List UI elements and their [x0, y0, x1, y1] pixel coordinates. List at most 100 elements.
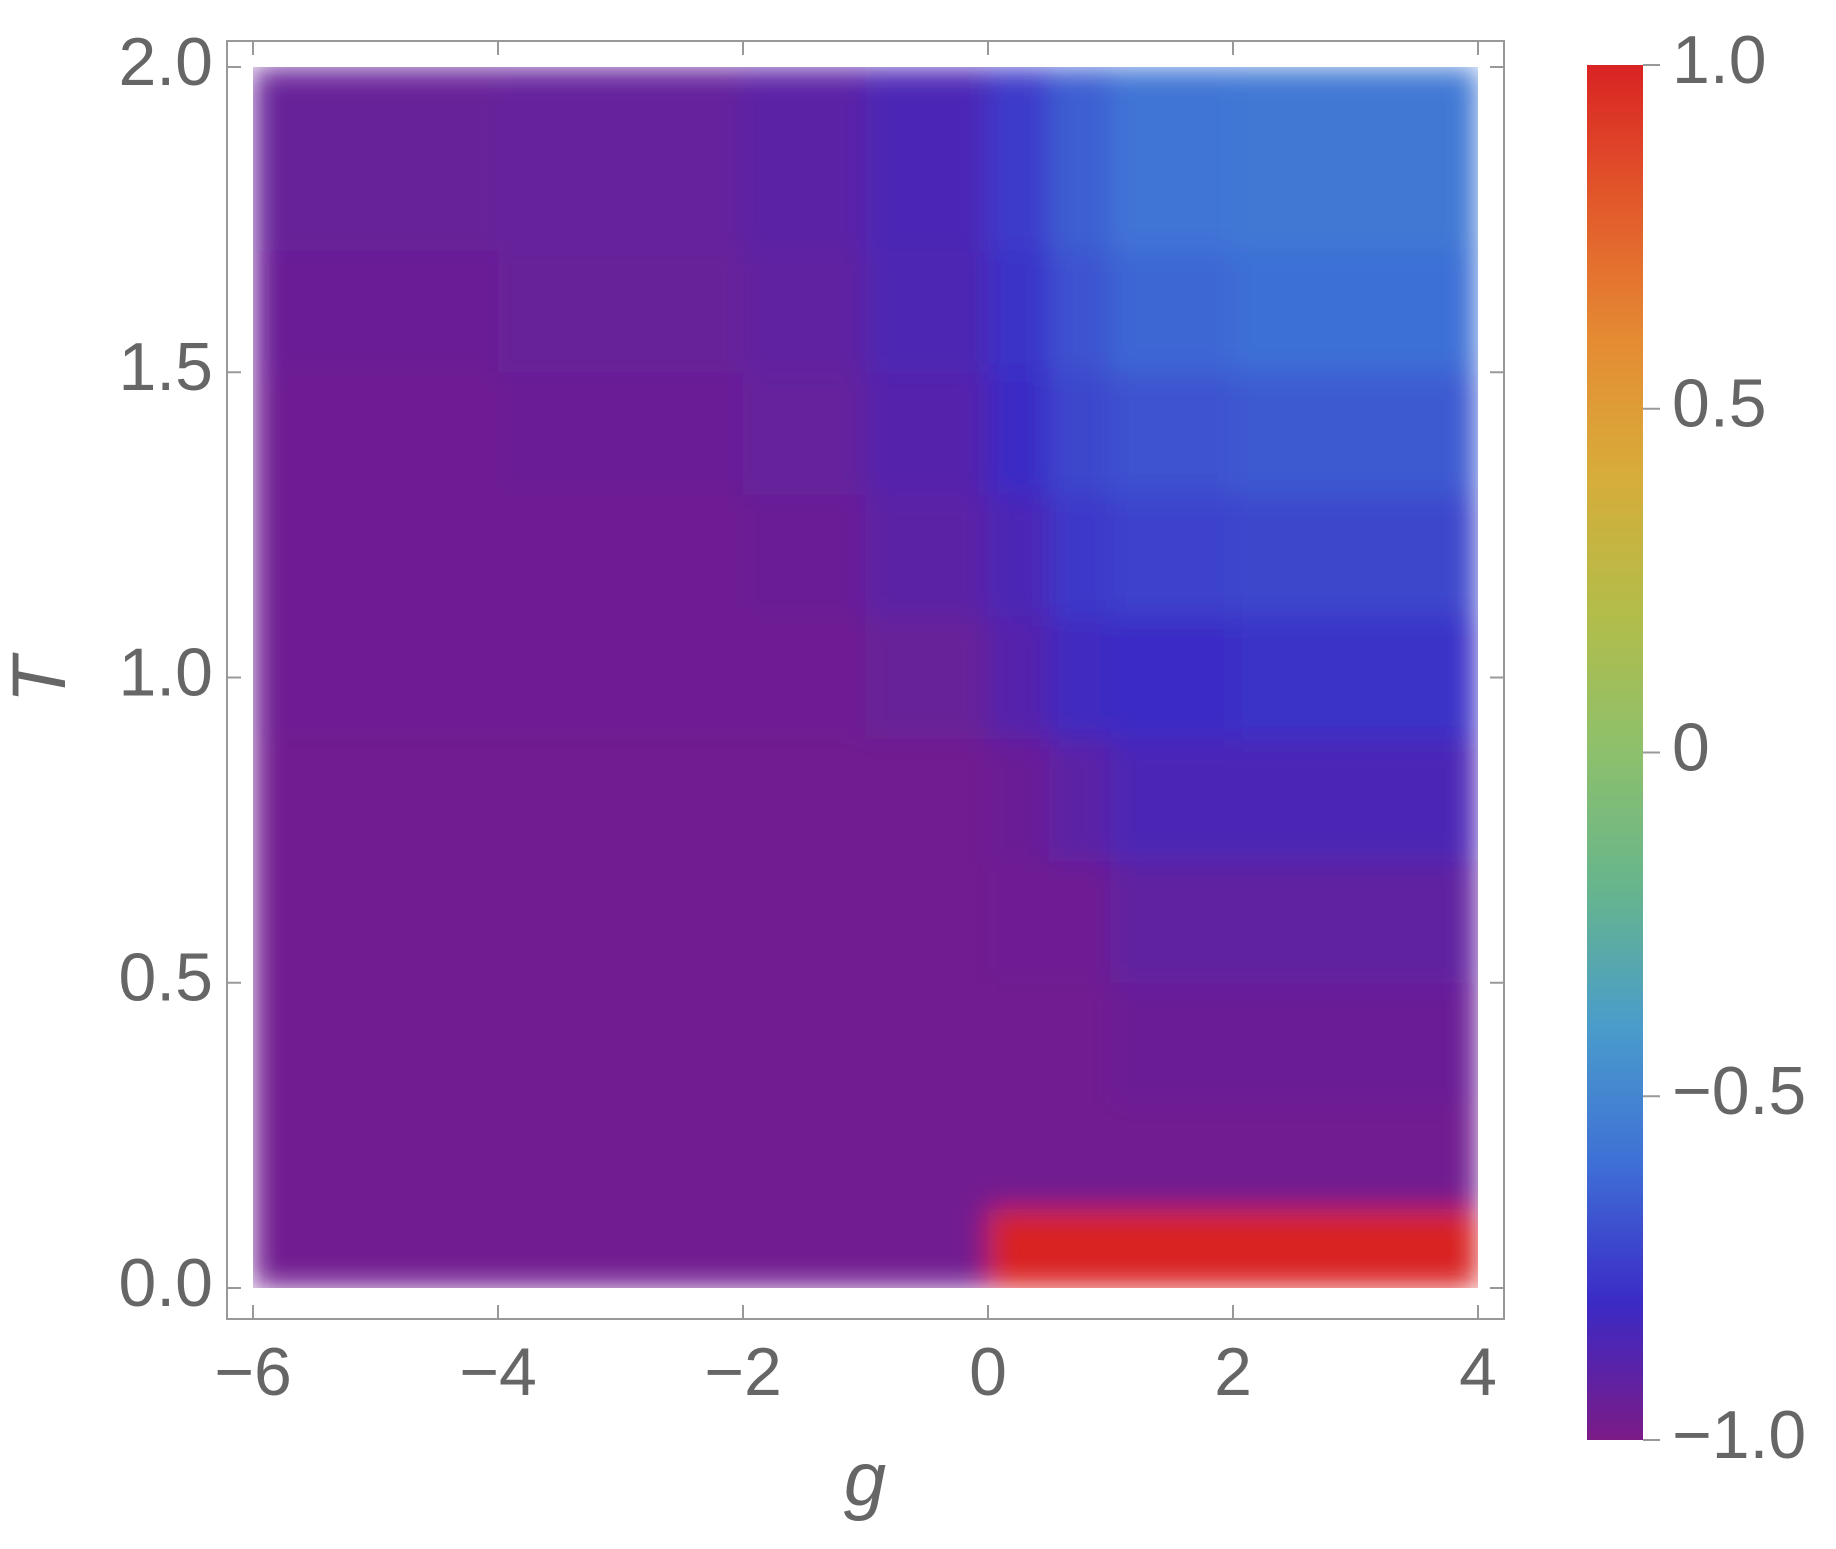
heatmap-cell [1233, 738, 1356, 862]
heatmap-cell [743, 67, 866, 251]
heatmap-cell [743, 860, 866, 984]
heatmap-cell [1049, 1104, 1111, 1210]
heatmap-cell [865, 372, 989, 495]
heatmap-cell [1355, 982, 1478, 1106]
heatmap-cell [1110, 494, 1234, 617]
heatmap-cell [498, 250, 744, 373]
heatmap-cell [1110, 738, 1234, 862]
heatmap-cell [253, 616, 499, 740]
y-tick-label: 1.5 [118, 329, 213, 405]
heatmap-cell [498, 1104, 744, 1210]
heatmap-cell [865, 494, 989, 617]
x-tick-label: −4 [459, 1334, 537, 1410]
heatmap [253, 67, 1478, 1288]
heatmap-cell [865, 250, 989, 373]
x-tick-label: −2 [704, 1334, 782, 1410]
heatmap-cell [1233, 372, 1356, 495]
heatmap-cell [1110, 1104, 1234, 1210]
heatmap-cell [865, 1104, 989, 1210]
colorbar-tick-label: 1.0 [1672, 22, 1767, 98]
x-tick-label: 0 [969, 1334, 1007, 1410]
colorbar [1587, 65, 1643, 1440]
heatmap-cell [1355, 860, 1478, 984]
heatmap-cell [498, 494, 744, 617]
axes: −6 −4 −2 0 2 4 0.0 0.5 1.0 1.5 2.0 −1.0 −0.5 0 0.5 1.0 [118, 22, 1806, 1473]
heatmap-cell [988, 67, 1050, 251]
heatmap-cell [1233, 616, 1356, 740]
heatmap-cell [743, 372, 866, 495]
heatmap-cell [865, 616, 989, 740]
heatmap-cell [865, 67, 989, 251]
heatmap-cell [1110, 616, 1234, 740]
heatmap-cell [253, 738, 499, 862]
heatmap-cell [1233, 494, 1356, 617]
heatmap-cell [253, 1104, 499, 1210]
heatmap-cell [1355, 250, 1478, 373]
colorbar-tick-label: 0 [1672, 709, 1710, 785]
y-tick-label: 2.0 [118, 24, 213, 100]
y-tick-label: 0.5 [118, 940, 213, 1016]
heatmap-cell [1355, 494, 1478, 617]
heatmap-cell [1049, 860, 1111, 984]
heatmap-cell [1110, 982, 1234, 1106]
heatmap-cell [1355, 372, 1478, 495]
heatmap-cell [498, 372, 744, 495]
heatmap-cell [498, 1208, 744, 1288]
heatmap-cell [743, 494, 866, 617]
heatmap-cell [1355, 1208, 1478, 1288]
heatmap-cell [988, 372, 1050, 495]
heatmap-cell [498, 982, 744, 1106]
heatmap-cell [1355, 738, 1478, 862]
heatmap-cell [1110, 372, 1234, 495]
heatmap-cell [1049, 250, 1111, 373]
heatmap-cell [1049, 616, 1111, 740]
y-tick-label: 0.0 [118, 1245, 213, 1321]
heatmap-cell [865, 860, 989, 984]
heatmap-cell [1049, 67, 1111, 251]
x-tick-label: 2 [1214, 1334, 1252, 1410]
heatmap-cell [253, 67, 499, 251]
x-tick-label: 4 [1459, 1334, 1497, 1410]
heatmap-cell [865, 1208, 989, 1288]
heatmap-cell [865, 982, 989, 1106]
heatmap-cell [1049, 372, 1111, 495]
heatmap-cell [1355, 67, 1478, 251]
heatmap-cell [1049, 1208, 1111, 1288]
colorbar-tick-label: −0.5 [1672, 1053, 1806, 1129]
heatmap-cell [498, 860, 744, 984]
heatmap-cell [1049, 982, 1111, 1106]
heatmap-cell [498, 738, 744, 862]
heatmap-cell [498, 67, 744, 251]
heatmap-cell [253, 982, 499, 1106]
heatmap-cell [498, 616, 744, 740]
heatmap-cell [988, 738, 1050, 862]
heatmap-cell [743, 982, 866, 1106]
heatmap-cell [1233, 67, 1356, 251]
heatmap-cell [988, 1208, 1050, 1288]
heatmap-cell [253, 1208, 499, 1288]
heatmap-cell [1110, 250, 1234, 373]
heatmap-cell [988, 860, 1050, 984]
plot-frame [226, 40, 1505, 1320]
heatmap-cell [253, 860, 499, 984]
y-axis-label: T [0, 652, 82, 703]
x-tick-label: −6 [214, 1334, 292, 1410]
heatmap-cell [988, 250, 1050, 373]
heatmap-cell [253, 494, 499, 617]
colorbar-tick-label: −1.0 [1672, 1397, 1806, 1473]
heatmap-cell [743, 1104, 866, 1210]
heatmap-cell [988, 494, 1050, 617]
heatmap-cell [988, 1104, 1050, 1210]
heatmap-cell [1233, 1208, 1356, 1288]
heatmap-cell [743, 616, 866, 740]
heatmap-cell [1110, 860, 1234, 984]
heatmap-cell [253, 372, 499, 495]
heatmap-cell [988, 982, 1050, 1106]
heatmap-cell [1049, 738, 1111, 862]
heatmap-cell [1233, 860, 1356, 984]
x-axis-label: g [844, 1437, 886, 1522]
colorbar-tick-label: 0.5 [1672, 366, 1767, 442]
heatmap-cell [988, 616, 1050, 740]
y-tick-label: 1.0 [118, 634, 213, 710]
